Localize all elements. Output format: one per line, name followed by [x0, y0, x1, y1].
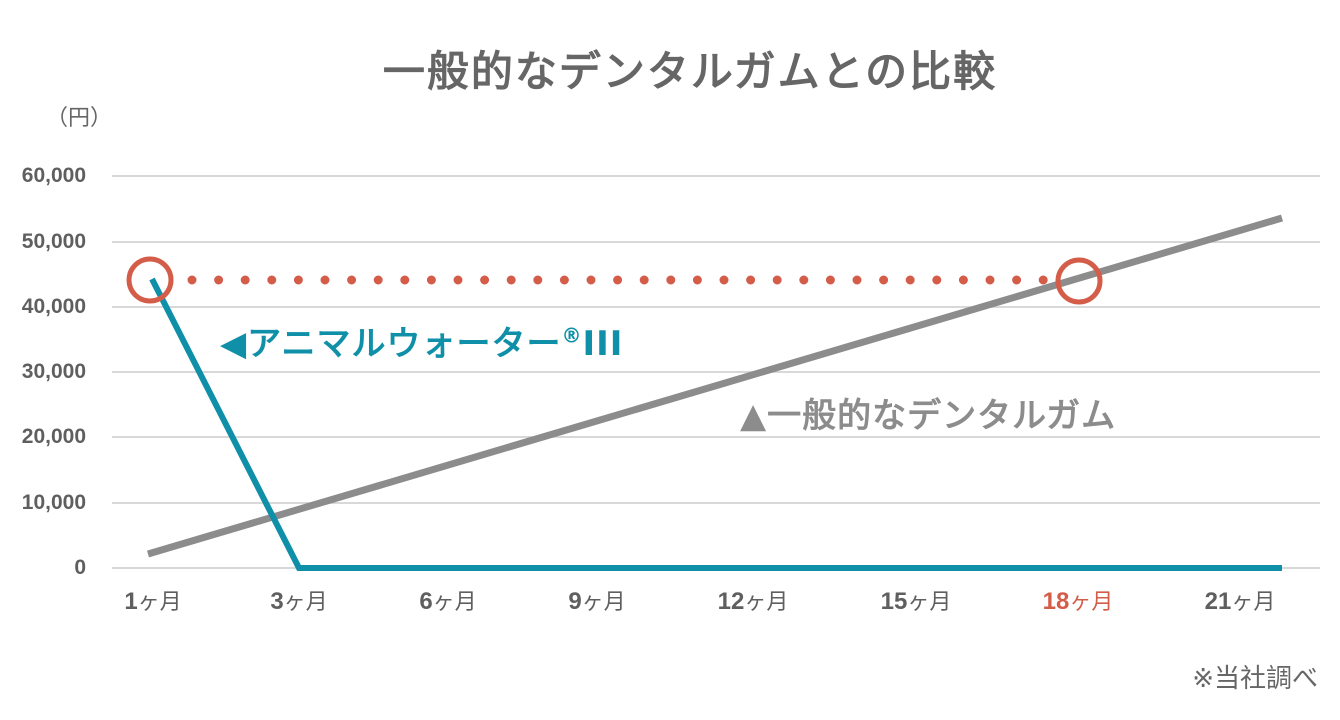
source-note: ※当社調べ [1192, 664, 1318, 694]
registered-mark: ® [561, 323, 583, 348]
y-tick-20000: 20,000 [21, 425, 86, 448]
y-tick-50000: 50,000 [21, 230, 86, 253]
highlight-circle-start [126, 256, 174, 304]
x-tick-18-highlighted: 18ヶ月 [1042, 588, 1114, 615]
x-tick-9: 9ヶ月 [568, 588, 626, 615]
left-triangle-icon: ◀ [220, 324, 248, 364]
y-tick-0: 0 [74, 556, 86, 579]
x-tick-3: 3ヶ月 [270, 588, 328, 615]
up-triangle-icon: ▲ [740, 396, 768, 436]
series-animal-water-line [149, 277, 1282, 571]
series-label-dental-gum: ▲一般的なデンタルガム [740, 396, 1117, 436]
x-tick-15: 15ヶ月 [880, 588, 952, 615]
x-tick-1: 1ヶ月 [124, 588, 182, 615]
highlight-circle-breakeven [1055, 257, 1103, 305]
chart-title: 一般的なデンタルガムとの比較 [382, 47, 998, 96]
series-label-animal-water: ◀アニマルウォーター®III [220, 323, 624, 364]
y-tick-40000: 40,000 [21, 295, 86, 318]
y-tick-60000: 60,000 [21, 164, 86, 187]
y-axis-unit: （円） [46, 106, 113, 131]
y-tick-10000: 10,000 [21, 491, 86, 514]
series-dental-gum-line [147, 214, 1283, 558]
y-tick-30000: 30,000 [21, 360, 86, 383]
x-tick-12: 12ヶ月 [717, 588, 789, 615]
x-tick-6: 6ヶ月 [419, 588, 477, 615]
x-tick-21: 21ヶ月 [1204, 588, 1276, 615]
